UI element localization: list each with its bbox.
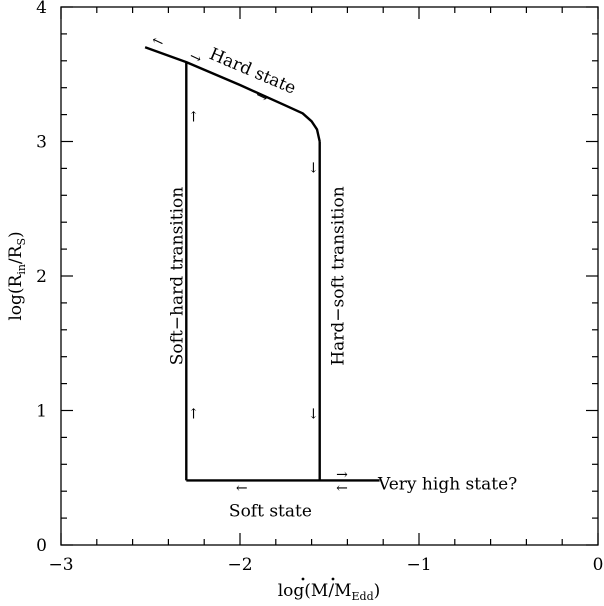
x-axis-mdot-1	[301, 577, 305, 581]
y-tick-label: 3	[36, 133, 47, 153]
label-soft-hard-transition: Soft−hard transition	[167, 187, 187, 365]
arrow-hard-right-1: →	[187, 48, 205, 68]
arrow-hard-soft-down-top: ↓	[308, 160, 320, 176]
y-tick-label: 0	[36, 536, 47, 556]
axis-tick-labels: −3 −2 −1 0 0 1 2 3 4	[36, 0, 603, 575]
hard-state-curve	[144, 46, 321, 142]
arrow-soft-hard-up-bottom: ↑	[188, 407, 200, 423]
x-tick-label: −2	[227, 555, 252, 575]
x-tick-label: 0	[593, 555, 604, 575]
arrow-hard-right-2: →	[253, 87, 271, 107]
arrow-soft-left-2: ←	[336, 481, 348, 497]
y-tick-label: 1	[36, 402, 47, 422]
x-axis-title: log(M/MEdd)	[278, 581, 381, 603]
x-axis-mdot-2	[331, 577, 335, 581]
label-very-high-state: Very high state?	[377, 474, 517, 494]
x-tick-label: −1	[406, 555, 431, 575]
y-tick-label: 4	[36, 0, 47, 18]
arrow-hard-soft-down-bottom: ↓	[308, 407, 320, 423]
arrow-soft-left-1: ←	[236, 481, 248, 497]
y-tick-label: 2	[36, 267, 47, 287]
label-hard-soft-transition: Hard−soft transition	[328, 186, 348, 365]
state-curves	[144, 46, 380, 482]
y-axis-title: log(Rin/RS)	[6, 231, 28, 320]
axis-ticks	[60, 6, 599, 546]
direction-arrows: ←→→↑↑↓↓← ←→	[149, 32, 348, 496]
x-tick-label: −3	[48, 555, 73, 575]
arrow-vhs-right: →	[336, 467, 348, 483]
arrow-soft-hard-up-top: ↑	[188, 109, 200, 125]
label-soft-state: Soft state	[229, 501, 312, 521]
